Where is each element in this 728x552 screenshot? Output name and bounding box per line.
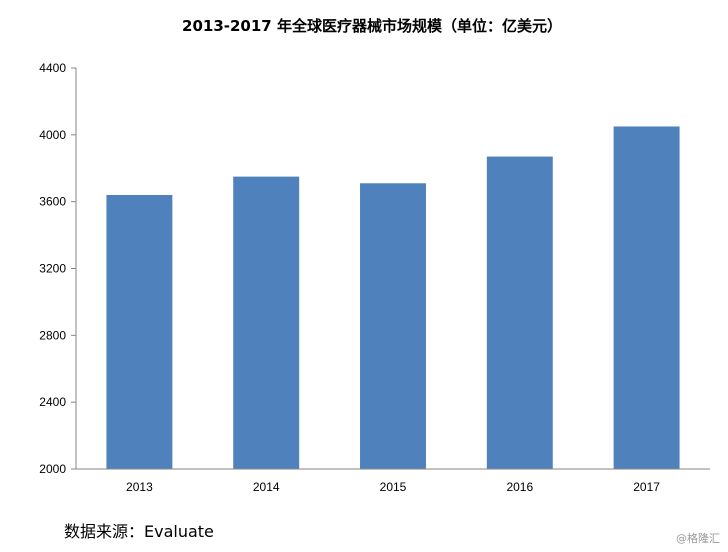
y-tick-label: 4000 (39, 128, 66, 142)
watermark: @格隆汇 (676, 532, 720, 545)
chart-title: 2013-2017 年全球医疗器械市场规模（单位：亿美元） (182, 17, 562, 35)
y-tick-label: 2000 (39, 462, 66, 476)
x-tick-label: 2017 (633, 480, 660, 494)
bars (106, 126, 680, 470)
x-tick-label: 2013 (126, 480, 153, 494)
y-tick-label: 3600 (39, 195, 66, 209)
source-note: 数据来源：Evaluate (64, 522, 214, 541)
x-tick-label: 2016 (506, 480, 533, 494)
bar-2016 (486, 156, 553, 469)
y-tick-label: 2800 (39, 328, 66, 342)
y-axis: 4400 4000 3600 3200 2800 2400 2000 (39, 61, 77, 476)
bar-2014 (233, 176, 300, 469)
y-tick-label: 2400 (39, 395, 66, 409)
bar-2017 (613, 126, 680, 470)
x-tick-label: 2014 (253, 480, 280, 494)
x-tick-label: 2015 (380, 480, 407, 494)
bar-2013 (106, 194, 173, 469)
bar-2015 (360, 183, 426, 469)
y-tick-label: 3200 (39, 262, 66, 276)
x-axis: 2013 2014 2015 2016 2017 (76, 468, 710, 494)
y-tick-label: 4400 (39, 61, 66, 75)
